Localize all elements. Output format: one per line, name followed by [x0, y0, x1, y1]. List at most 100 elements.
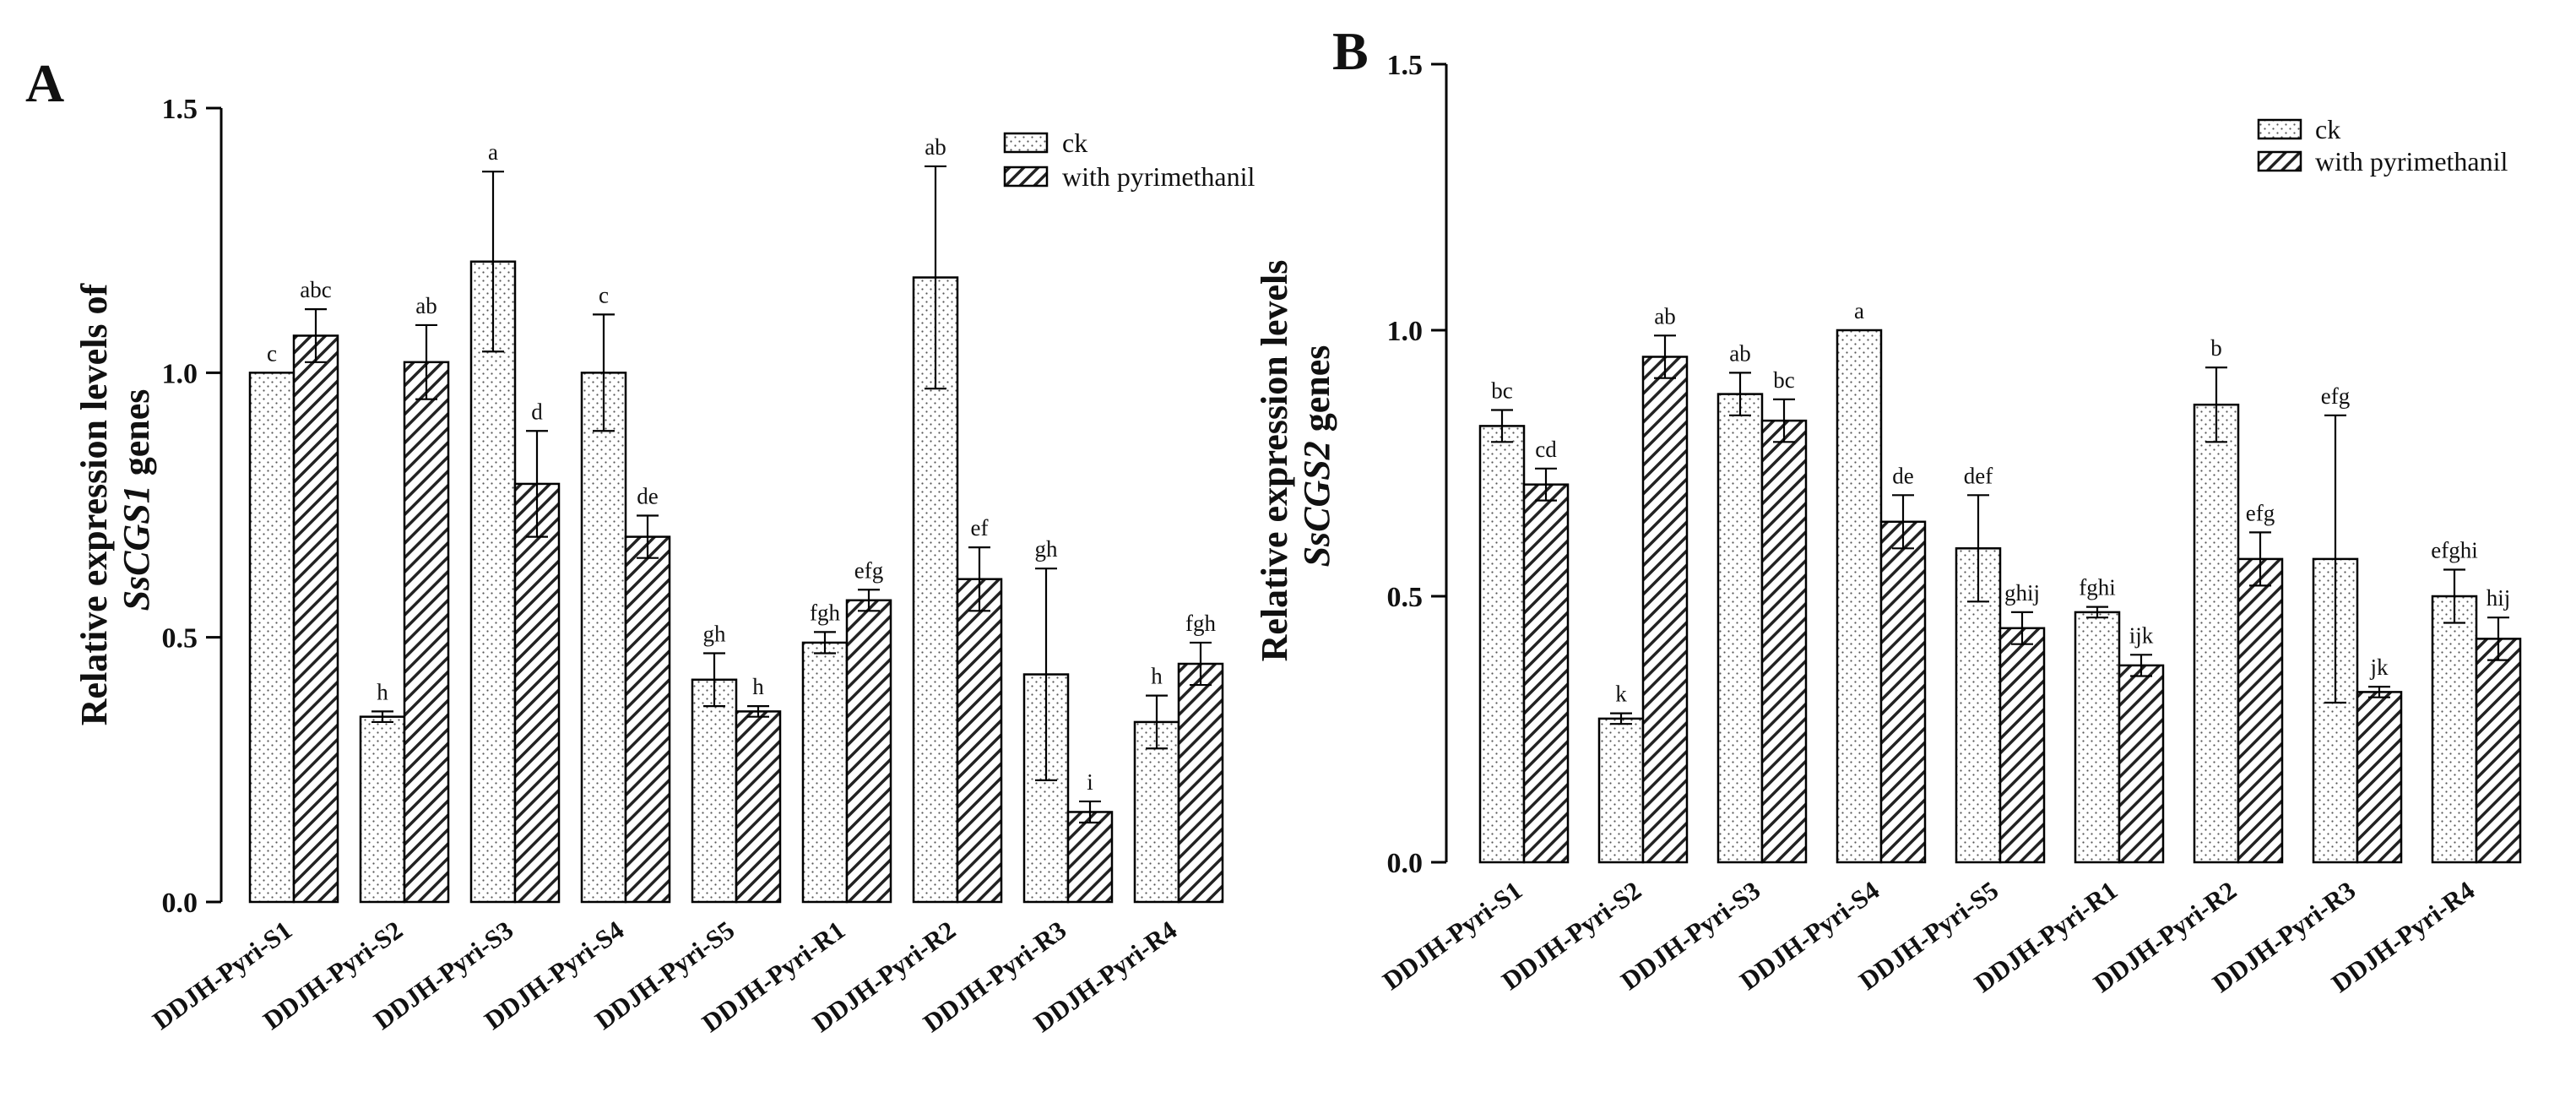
legend-label-treated: with pyrimethanil — [2315, 146, 2508, 177]
significance-letter: bc — [1491, 378, 1513, 404]
bar-ck — [2431, 595, 2478, 864]
legend-b: ck with pyrimethanil — [2257, 114, 2508, 177]
bar-treated — [1879, 520, 1927, 864]
significance-letter: h — [752, 674, 764, 699]
significance-letter: ab — [415, 293, 437, 318]
significance-letter: gh — [703, 621, 727, 646]
significance-letter: a — [488, 139, 498, 165]
y-tick-label: 1.5 — [1387, 50, 1424, 81]
significance-letter: cd — [1535, 437, 1557, 462]
y-axis-gene-suffix: genes — [1296, 345, 1337, 442]
y-axis-label-line1: Relative expression levels — [1254, 260, 1295, 662]
bar-treated — [1998, 627, 2046, 864]
bar-ck — [1022, 673, 1070, 904]
legend-swatch-treated — [2257, 150, 2302, 172]
y-tick-label: 0.0 — [162, 888, 198, 919]
significance-letter: efg — [2246, 500, 2275, 525]
bar-ck — [1716, 393, 1764, 864]
significance-letter: hij — [2487, 585, 2511, 611]
bar-ck — [1836, 329, 1883, 864]
bar-ck — [801, 641, 849, 904]
bar-treated — [624, 535, 671, 904]
significance-letter: k — [1615, 682, 1627, 707]
y-axis-label-line1: Relative expression levels of — [73, 282, 115, 725]
significance-letter: def — [1964, 463, 1993, 488]
bar-ck — [248, 372, 296, 904]
bar-treated — [1641, 356, 1689, 864]
bar-treated — [292, 334, 339, 904]
significance-letter: c — [599, 282, 609, 307]
bar-ck — [580, 372, 627, 904]
bar-treated — [513, 482, 561, 904]
chart-panel-a: A Relative expression levels of SsCGS1 g… — [25, 53, 1255, 1038]
significance-letter: ab — [1654, 303, 1675, 329]
significance-letter: h — [1151, 664, 1163, 689]
y-tick-label: 0.5 — [162, 623, 198, 655]
y-axis-gene-suffix: genes — [116, 389, 157, 486]
significance-letter: efg — [2321, 383, 2350, 409]
y-axis-label-line2: SsCGS1 genes — [116, 389, 157, 611]
significance-letter: fgh — [1185, 611, 1216, 636]
significance-letter: ef — [971, 515, 989, 540]
bar-treated — [956, 578, 1003, 904]
significance-letter: efg — [854, 557, 883, 583]
y-axis-label-line2: SsCGS2 genes — [1296, 345, 1337, 568]
y-tick-label: 0.5 — [1387, 582, 1424, 613]
panel-label-a: A — [25, 53, 64, 113]
chart-panel-b: B Relative expression levels SsCGS2 gene… — [1254, 21, 2522, 998]
significance-letter: de — [1892, 463, 1914, 488]
significance-letter: ghij — [2004, 580, 2040, 606]
significance-letter: h — [377, 679, 388, 704]
legend-swatch-treated — [1003, 166, 1049, 187]
bar-treated — [2356, 691, 2403, 864]
legend-label-ck: ck — [2315, 114, 2340, 144]
bar-ck — [691, 678, 738, 904]
y-axis-gene-name: SsCGS2 — [1296, 441, 1337, 567]
legend-label-treated: with pyrimethanil — [1062, 161, 1255, 192]
significance-letter: ab — [1729, 340, 1750, 366]
significance-letter: ijk — [2129, 622, 2154, 648]
significance-letter: a — [1854, 298, 1864, 323]
significance-letter: de — [637, 484, 659, 509]
bar-treated — [1066, 811, 1114, 904]
bar-ck — [359, 715, 406, 904]
legend-a: ck with pyrimethanil — [1003, 128, 1255, 192]
significance-letter: jk — [2369, 655, 2389, 680]
bar-treated — [2475, 638, 2522, 864]
bar-treated — [845, 599, 892, 904]
bar-treated — [1177, 662, 1224, 904]
y-axis-label: Relative expression levels SsCGS2 genes — [1254, 251, 1337, 662]
bar-treated — [1522, 483, 1570, 864]
significance-letter: fgh — [810, 600, 840, 625]
bar-treated — [2237, 557, 2284, 864]
bar-ck — [2074, 611, 2121, 864]
significance-letter: gh — [1035, 536, 1059, 562]
significance-letter: fghi — [2079, 575, 2116, 600]
bar-ck — [469, 260, 517, 904]
bar-ck — [1597, 717, 1645, 864]
bar-treated — [2118, 664, 2165, 864]
y-tick-label: 1.0 — [1387, 316, 1424, 347]
significance-letter: b — [2210, 335, 2222, 361]
bar-treated — [403, 361, 450, 904]
y-axis-gene-name: SsCGS1 — [116, 485, 157, 611]
legend-swatch-ck — [1003, 132, 1049, 154]
significance-letter: bc — [1773, 367, 1795, 393]
bar-ck — [2193, 403, 2240, 864]
significance-letter: efghi — [2431, 538, 2477, 563]
significance-letter: c — [267, 340, 277, 366]
legend-label-ck: ck — [1062, 128, 1087, 158]
significance-letter: ab — [925, 134, 946, 160]
panel-label-b: B — [1332, 21, 1369, 81]
significance-letter: d — [531, 399, 543, 424]
y-axis-label: Relative expression levels of SsCGS1 gen… — [73, 274, 157, 725]
significance-letter: i — [1087, 769, 1093, 795]
y-tick-label: 1.5 — [162, 94, 198, 125]
bar-treated — [735, 710, 782, 904]
y-tick-label: 1.0 — [162, 358, 198, 389]
significance-letter: abc — [300, 277, 331, 302]
y-tick-label: 0.0 — [1387, 848, 1424, 879]
